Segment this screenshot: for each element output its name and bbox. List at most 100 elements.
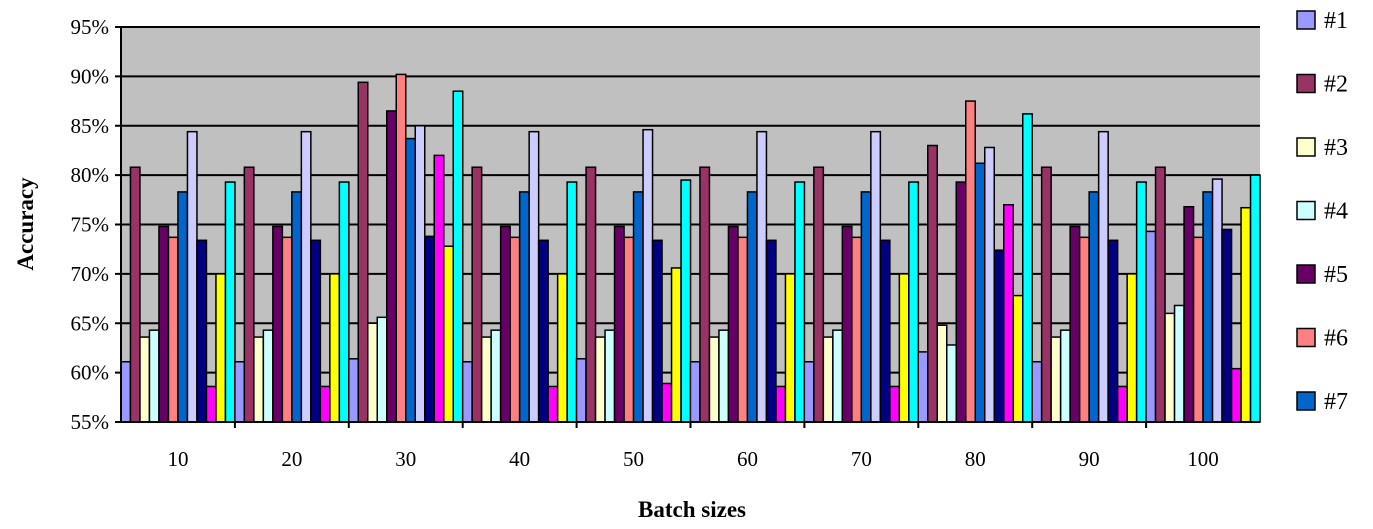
bar (1078, 236, 1090, 423)
bar (737, 236, 749, 423)
bar (509, 236, 521, 423)
bar (1183, 205, 1195, 423)
bar (234, 361, 246, 423)
bar (917, 351, 929, 423)
bar (357, 81, 369, 423)
bar (253, 336, 265, 423)
y-tick-label: 95% (71, 15, 110, 39)
bar (310, 239, 322, 423)
bar (936, 324, 948, 423)
bar (927, 144, 938, 423)
bar (613, 225, 625, 423)
bar (414, 125, 426, 423)
x-tick-label: 60 (737, 447, 758, 471)
bar (623, 236, 635, 423)
bar (1221, 228, 1233, 423)
y-tick-label: 85% (71, 114, 110, 138)
x-axis-title: Batch sizes (638, 497, 746, 522)
legend-swatch (1296, 10, 1316, 30)
bar (547, 385, 559, 423)
bar (386, 110, 397, 423)
bar (699, 166, 711, 423)
bar (946, 344, 957, 423)
x-tick-label: 30 (395, 447, 416, 471)
bar (585, 166, 597, 423)
bar (262, 329, 274, 423)
x-tick-label: 70 (851, 447, 872, 471)
bar (708, 336, 720, 423)
legend-swatch (1296, 264, 1316, 284)
y-tick-label: 80% (71, 163, 110, 187)
bar (1240, 206, 1252, 423)
bar (955, 181, 967, 423)
bar (1173, 304, 1185, 423)
bar (794, 181, 806, 423)
bar (424, 235, 435, 423)
bar (1126, 273, 1138, 423)
bar (642, 128, 654, 423)
bars-group (120, 73, 1261, 423)
bar (461, 361, 473, 423)
bar (727, 225, 739, 423)
bar (651, 239, 663, 423)
legend-label: #5 (1324, 262, 1348, 288)
bar (537, 239, 549, 423)
bar (594, 336, 606, 423)
bar (1230, 367, 1242, 423)
bar (575, 358, 587, 423)
bar (1031, 361, 1043, 423)
bar (1192, 236, 1204, 423)
bar (908, 181, 920, 423)
bar (177, 191, 189, 423)
bar (167, 236, 179, 423)
bar (518, 191, 530, 423)
legend-label: #4 (1324, 199, 1348, 225)
legend-label: #6 (1324, 326, 1348, 352)
bar (186, 130, 198, 423)
bar (661, 382, 673, 423)
bar (129, 166, 141, 423)
bar (139, 336, 151, 423)
bar (832, 329, 844, 423)
x-tick-label: 100 (1187, 447, 1219, 471)
bar (300, 130, 312, 423)
bar (1088, 191, 1100, 423)
bar (1164, 312, 1176, 423)
bar (1097, 130, 1109, 423)
bar (822, 336, 834, 423)
bar (680, 179, 692, 423)
y-tick-label: 70% (71, 262, 110, 286)
bar (756, 130, 768, 423)
bar (405, 137, 416, 423)
legend-label: #2 (1324, 72, 1348, 98)
bar (1059, 329, 1071, 423)
bar (329, 273, 341, 423)
bar (338, 181, 350, 423)
bar (860, 191, 872, 423)
legend-label: #3 (1324, 135, 1348, 161)
bar (367, 322, 378, 423)
bar (1050, 336, 1062, 423)
bar (1022, 113, 1033, 423)
bar (480, 336, 492, 423)
bar (452, 90, 464, 423)
bar (120, 361, 132, 423)
bar (1069, 225, 1081, 423)
bar (1249, 174, 1261, 423)
bar (604, 329, 616, 423)
bar (1003, 204, 1014, 423)
x-tick-label: 90 (1079, 447, 1100, 471)
bar (784, 273, 796, 423)
bar (196, 239, 208, 423)
bar (471, 166, 483, 423)
y-tick-label: 90% (71, 64, 110, 88)
bar (281, 236, 293, 423)
bar (775, 385, 787, 423)
legend-swatch (1296, 137, 1316, 157)
bar (566, 181, 578, 423)
bar (1135, 181, 1147, 423)
bar (670, 267, 682, 423)
bar (433, 154, 445, 423)
